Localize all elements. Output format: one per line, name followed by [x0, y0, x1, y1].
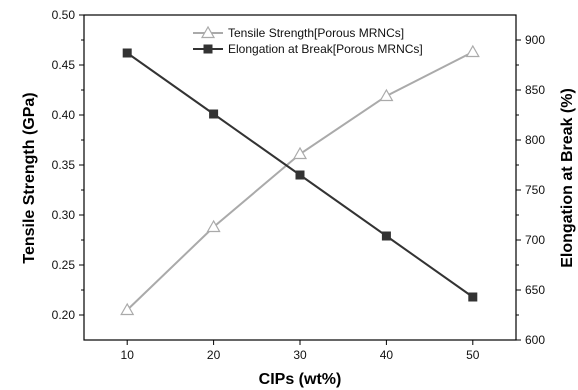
x-tick-label: 30 [293, 348, 307, 362]
tensile-series [120, 44, 480, 316]
right-y-tick-label: 700 [525, 233, 545, 247]
elongation-point [209, 109, 219, 119]
tensile-point [120, 302, 135, 316]
legend-entry: Elongation at Break[Porous MRNCs] [193, 42, 423, 56]
right-y-tick-label: 800 [525, 133, 545, 147]
x-tick-label: 20 [207, 348, 221, 362]
right-y-tick-label: 650 [525, 283, 545, 297]
left-y-tick-label: 0.40 [52, 108, 76, 122]
elongation-series [122, 48, 478, 302]
legend-label: Elongation at Break[Porous MRNCs] [228, 42, 423, 56]
legend-label: Tensile Strength[Porous MRNCs] [228, 26, 404, 40]
left-y-axis-title: Tensile Strength (GPa) [21, 92, 38, 263]
elongation-point [203, 44, 213, 54]
left-y-tick-label: 0.30 [52, 208, 76, 222]
left-y-tick-label: 0.25 [52, 258, 76, 272]
left-y-axis-ticks: 0.20 0.25 0.30 0.35 0.40 0.45 0.50 [52, 8, 84, 322]
tensile-point [379, 88, 394, 102]
right-y-tick-label: 600 [525, 333, 545, 347]
right-y-tick-label: 750 [525, 183, 545, 197]
elongation-point [295, 170, 305, 180]
series-layer [120, 44, 480, 316]
legend: Tensile Strength[Porous MRNCs] Elongation… [193, 25, 423, 56]
right-y-tick-label: 850 [525, 83, 545, 97]
elongation-point [122, 48, 132, 58]
x-axis-title: CIPs (wt%) [259, 371, 342, 388]
legend-entry: Tensile Strength[Porous MRNCs] [193, 25, 404, 40]
left-y-tick-label: 0.50 [52, 8, 76, 22]
tensile-point [292, 146, 308, 160]
tensile-point [206, 219, 221, 233]
x-tick-label: 50 [466, 348, 480, 362]
tensile-point [200, 25, 216, 39]
x-tick-label: 10 [121, 348, 135, 362]
right-y-axis-title: Elongation at Break (%) [559, 88, 576, 268]
right-y-tick-label: 900 [525, 33, 545, 47]
elongation-point [381, 231, 391, 241]
left-y-tick-label: 0.45 [52, 58, 76, 72]
x-tick-label: 40 [380, 348, 394, 362]
tensile-point [465, 44, 480, 58]
x-axis-ticks: 10 20 30 40 50 [121, 340, 480, 362]
left-y-tick-label: 0.35 [52, 158, 76, 172]
left-y-tick-label: 0.20 [52, 308, 76, 322]
right-y-axis-ticks: 600 650 700 750 800 850 900 [516, 33, 545, 347]
elongation-point [468, 292, 478, 302]
